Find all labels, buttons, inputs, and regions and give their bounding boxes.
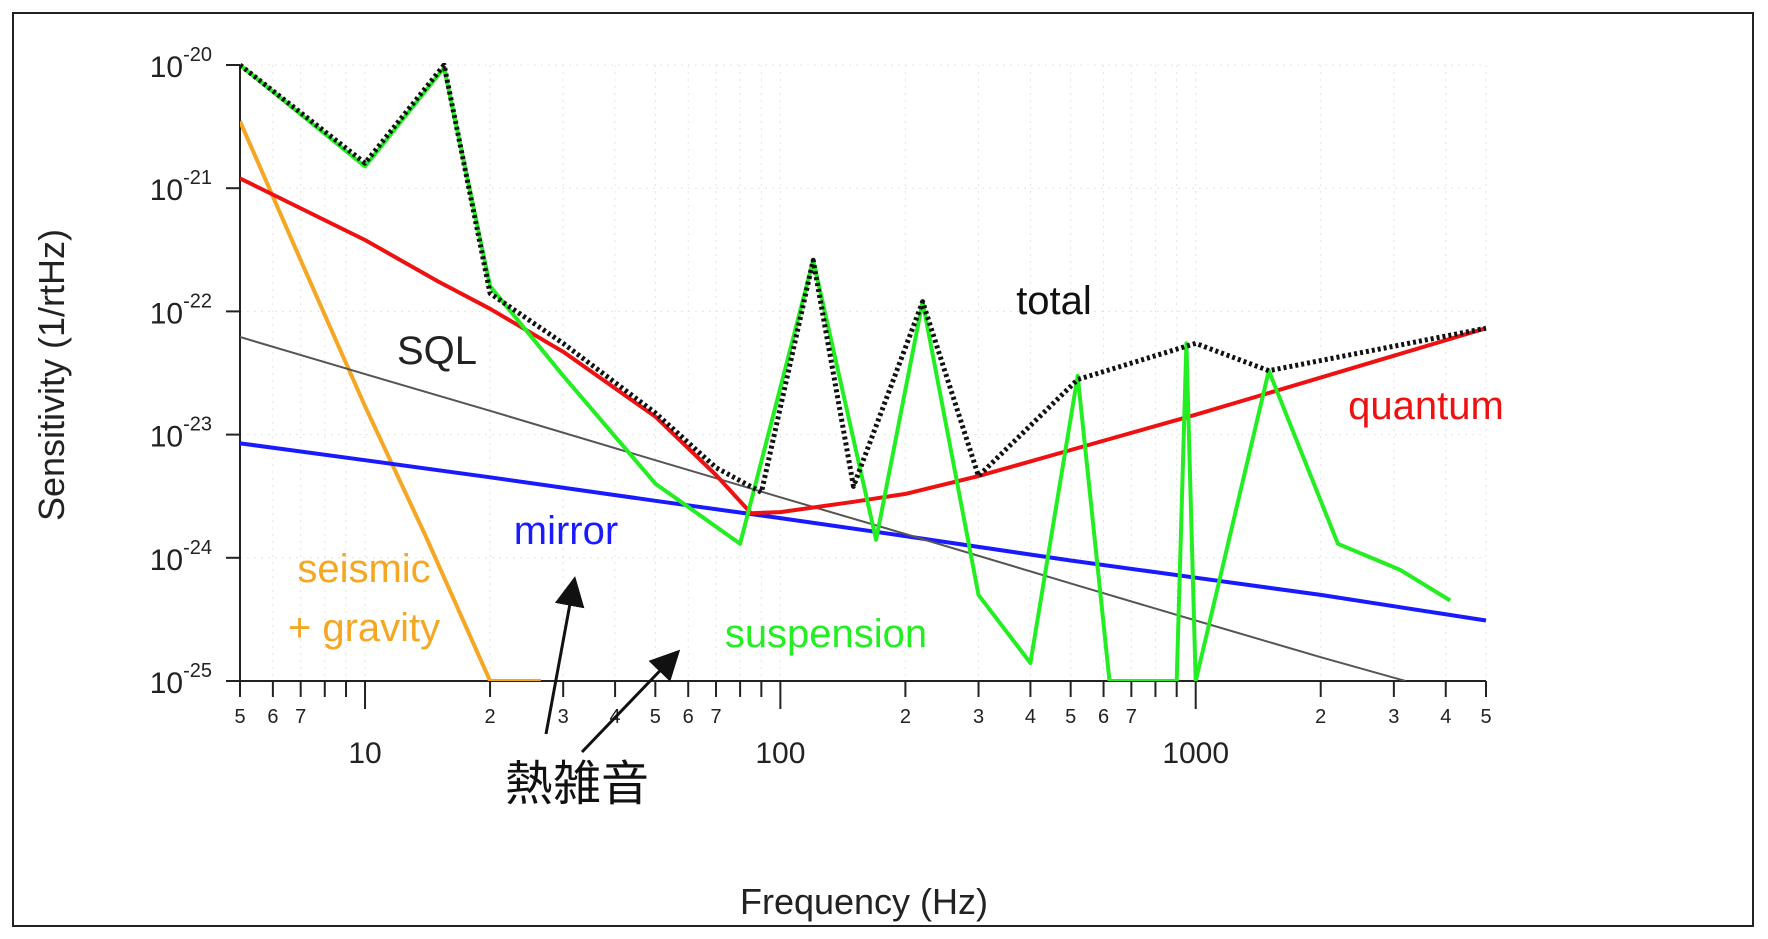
y-tick-base: 10 bbox=[150, 421, 183, 454]
y-tick-label: 10-25 bbox=[150, 660, 212, 700]
annotation-total: total bbox=[1016, 279, 1092, 323]
y-tick-base: 10 bbox=[150, 667, 183, 700]
annotation-sql: SQL bbox=[397, 329, 477, 373]
annotation-seismic-2: + gravity bbox=[288, 606, 440, 650]
y-tick-label: 10-20 bbox=[150, 44, 212, 84]
x-minor-tick-label: 2 bbox=[1315, 706, 1326, 728]
y-tick-base: 10 bbox=[150, 544, 183, 577]
y-tick-label: 10-21 bbox=[150, 167, 212, 207]
y-tick-exp: -21 bbox=[183, 167, 212, 189]
x-minor-tick-label: 7 bbox=[710, 706, 721, 728]
x-minor-tick-label: 6 bbox=[683, 706, 694, 728]
x-minor-tick-label: 5 bbox=[650, 706, 661, 728]
x-minor-tick-label: 5 bbox=[1480, 706, 1491, 728]
x-minor-tick-label: 6 bbox=[267, 706, 278, 728]
y-tick-exp: -23 bbox=[183, 414, 212, 436]
series-line-suspension bbox=[240, 63, 1452, 681]
y-tick-exp: -22 bbox=[183, 290, 212, 312]
y-tick-exp: -25 bbox=[183, 660, 212, 682]
x-major-tick-label: 100 bbox=[755, 737, 805, 770]
annotation-thermal: 熱雑音 bbox=[505, 756, 649, 812]
y-tick-base: 10 bbox=[150, 174, 183, 207]
x-minor-tick-label: 2 bbox=[484, 706, 495, 728]
arrow-to-mirror bbox=[544, 576, 585, 735]
series-line-sql bbox=[240, 336, 1406, 681]
x-minor-tick-label: 7 bbox=[1126, 706, 1137, 728]
x-minor-tick-label: 3 bbox=[973, 706, 984, 728]
x-minor-tick-label: 3 bbox=[558, 706, 569, 728]
series-line-seismic-gravity bbox=[240, 120, 541, 681]
series-line-total bbox=[240, 63, 1487, 495]
annotation-suspension: suspension bbox=[725, 612, 927, 656]
x-minor-tick-label: 5 bbox=[1065, 706, 1076, 728]
y-tick-exp: -20 bbox=[183, 44, 212, 66]
series-line-quantum bbox=[240, 176, 1487, 516]
arrow-to-suspension bbox=[580, 649, 681, 754]
x-minor-tick-label: 4 bbox=[1440, 706, 1451, 728]
x-minor-tick-label: 4 bbox=[1025, 706, 1036, 728]
figure-frame: 10-20 10-21 10-22 10-23 10-24 10-25 10 100 1000 5… bbox=[12, 12, 1754, 927]
y-tick-label: 10-22 bbox=[150, 290, 212, 330]
x-minor-tick-label: 3 bbox=[1388, 706, 1399, 728]
x-major-tick-label: 10 bbox=[348, 737, 381, 770]
y-tick-exp: -24 bbox=[183, 537, 212, 559]
y-tick-base: 10 bbox=[150, 51, 183, 84]
x-minor-tick-label: 5 bbox=[234, 706, 245, 728]
series-line-mirror bbox=[240, 441, 1487, 623]
x-major-tick-label: 1000 bbox=[1162, 737, 1229, 770]
y-axis-title: Sensitivity (1/rtHz) bbox=[31, 229, 72, 521]
x-minor-tick-label: 6 bbox=[1098, 706, 1109, 728]
y-tick-label: 10-24 bbox=[150, 537, 212, 577]
x-minor-tick-label: 7 bbox=[295, 706, 306, 728]
annotation-quantum: quantum bbox=[1348, 384, 1504, 428]
x-axis-title: Frequency (Hz) bbox=[740, 881, 988, 922]
annotations: seismic + gravity mirror SQL suspension total… bbox=[288, 279, 1504, 812]
annotation-seismic-1: seismic bbox=[297, 547, 430, 591]
series-group bbox=[240, 63, 1487, 681]
y-tick-label: 10-23 bbox=[150, 414, 212, 454]
x-minor-tick-label: 2 bbox=[900, 706, 911, 728]
annotation-mirror: mirror bbox=[514, 509, 618, 553]
y-tick-base: 10 bbox=[150, 297, 183, 330]
